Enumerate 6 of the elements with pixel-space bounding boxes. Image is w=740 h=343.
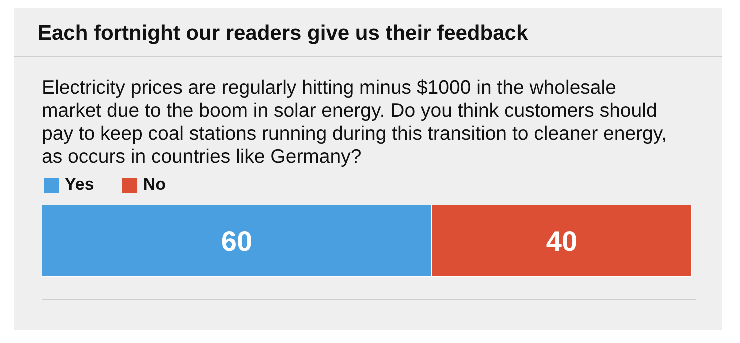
chart-subtitle: Electricity prices are regularly hitting minus $1000 in the wholesale market due to the boom in solar energy. Do you think customers should pay to keep coal stations running during this transition to cleaner energy, as occurs in countries like Germany?	[42, 77, 668, 169]
chart-title: Each fortnight our readers give us their feedback	[14, 8, 722, 57]
legend-label: No	[143, 175, 166, 195]
data-label: 40	[546, 226, 578, 257]
data-label: 60	[221, 226, 253, 257]
series-label: Yes	[65, 175, 94, 195]
